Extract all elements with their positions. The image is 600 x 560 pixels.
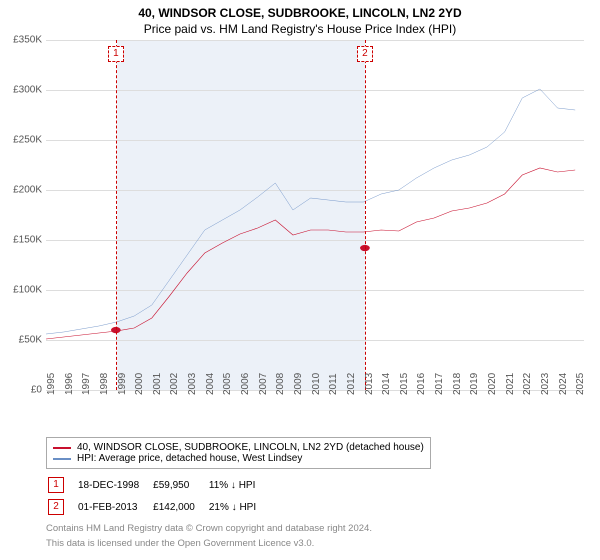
- table-row: 1 18-DEC-1998 £59,950 11% ↓ HPI: [48, 475, 268, 495]
- legend-item: HPI: Average price, detached house, West…: [53, 453, 424, 464]
- chart-subtitle: Price paid vs. HM Land Registry's House …: [10, 22, 590, 36]
- chart-title: 40, WINDSOR CLOSE, SUDBROOKE, LINCOLN, L…: [10, 6, 590, 20]
- sale-date: 18-DEC-1998: [78, 475, 151, 495]
- sale-marker-badge: 2: [48, 499, 64, 515]
- chart-plot-area: £0£50K£100K£150K£200K£250K£300K£350K12: [46, 40, 584, 391]
- legend-label: HPI: Average price, detached house, West…: [77, 453, 302, 464]
- legend: 40, WINDSOR CLOSE, SUDBROOKE, LINCOLN, L…: [46, 437, 431, 469]
- footer-line: This data is licensed under the Open Gov…: [46, 538, 590, 549]
- x-axis-labels: 1995199619971998199920002001200220032004…: [46, 391, 584, 431]
- legend-label: 40, WINDSOR CLOSE, SUDBROOKE, LINCOLN, L…: [77, 442, 424, 453]
- table-row: 2 01-FEB-2013 £142,000 21% ↓ HPI: [48, 497, 268, 517]
- sale-marker-badge: 1: [48, 477, 64, 493]
- sale-price: £142,000: [153, 497, 207, 517]
- legend-item: 40, WINDSOR CLOSE, SUDBROOKE, LINCOLN, L…: [53, 442, 424, 453]
- sale-delta: 11% ↓ HPI: [209, 475, 268, 495]
- sale-price: £59,950: [153, 475, 207, 495]
- legend-swatch: [53, 458, 71, 460]
- sale-delta: 21% ↓ HPI: [209, 497, 268, 517]
- legend-swatch: [53, 447, 71, 449]
- sale-date: 01-FEB-2013: [78, 497, 151, 517]
- sale-markers-table: 1 18-DEC-1998 £59,950 11% ↓ HPI 2 01-FEB…: [46, 473, 270, 519]
- footer-line: Contains HM Land Registry data © Crown c…: [46, 523, 590, 534]
